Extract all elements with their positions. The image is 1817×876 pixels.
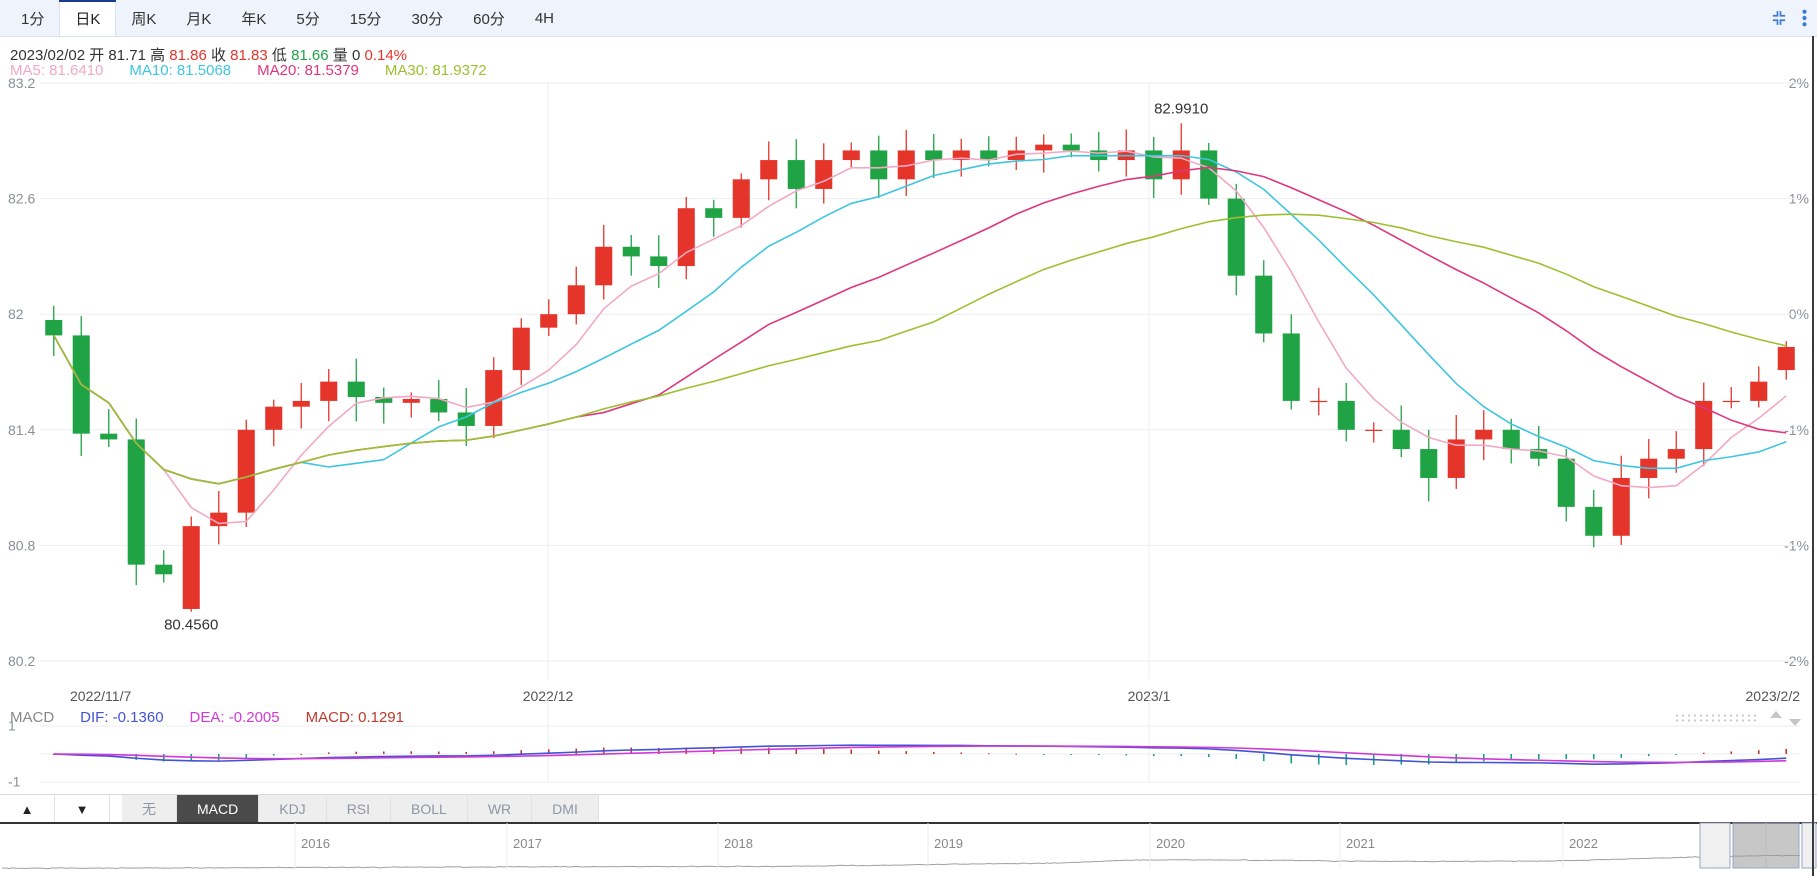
svg-text:2017: 2017 [513,836,542,851]
svg-text:2022: 2022 [1569,836,1598,851]
svg-text:2016: 2016 [301,836,330,851]
svg-text:2018: 2018 [724,836,753,851]
svg-text:2019: 2019 [934,836,963,851]
svg-text:2020: 2020 [1156,836,1185,851]
svg-text:2021: 2021 [1346,836,1375,851]
